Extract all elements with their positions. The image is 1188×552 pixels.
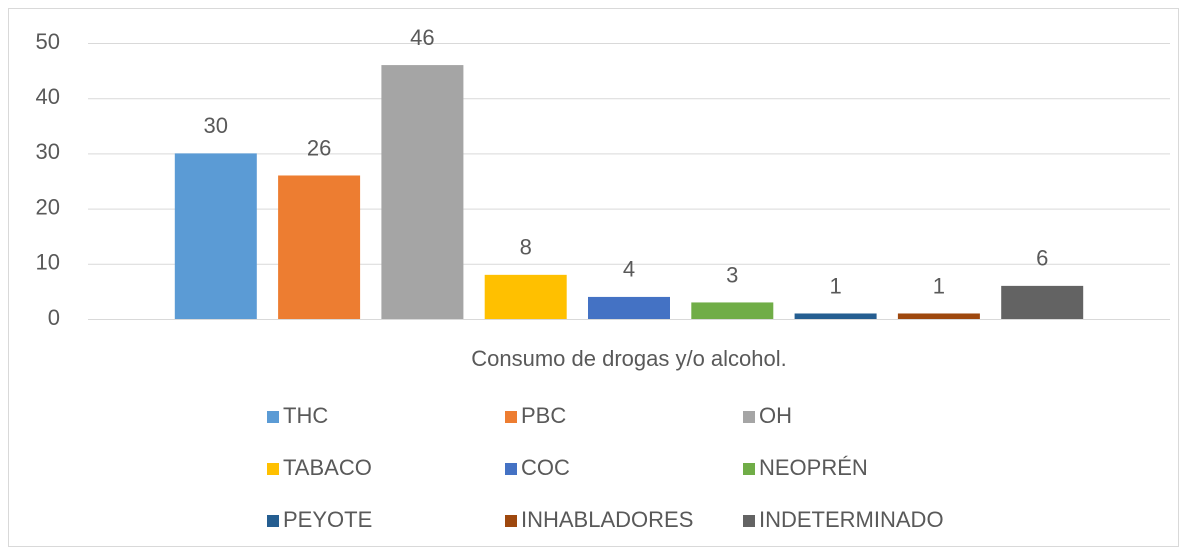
legend-label: NEOPRÉN (759, 455, 868, 480)
bar (588, 296, 670, 319)
legend-swatch (505, 515, 517, 527)
legend-swatch (743, 463, 755, 475)
bar (691, 302, 774, 319)
x-tick-label: Consumo de drogas y/o alcohol. (471, 346, 787, 371)
bar (174, 153, 257, 319)
data-label: 26 (307, 135, 331, 160)
legend-label: PEYOTE (283, 507, 372, 532)
data-label: 46 (410, 25, 434, 50)
bar (794, 313, 877, 319)
legend-label: OH (759, 403, 792, 428)
legend-label: INHABLADORES (521, 507, 693, 532)
data-label: 4 (623, 257, 635, 282)
legend-swatch (505, 463, 517, 475)
data-label: 30 (204, 113, 228, 138)
bar (381, 65, 464, 319)
y-tick-label: 0 (48, 305, 60, 330)
legend-label: TABACO (283, 455, 372, 480)
legend-label: INDETERMINADO (759, 507, 944, 532)
data-label: 1 (829, 273, 841, 298)
bar (897, 313, 980, 319)
data-label: 6 (1036, 246, 1048, 271)
bar (1001, 285, 1084, 319)
legend-swatch (505, 411, 517, 423)
data-label: 1 (933, 273, 945, 298)
legend-swatch (743, 515, 755, 527)
y-tick-label: 50 (36, 29, 60, 54)
legend-swatch (267, 411, 279, 423)
bar (484, 274, 567, 319)
y-tick-label: 20 (36, 194, 60, 219)
legend-label: THC (283, 403, 328, 428)
legend-swatch (267, 515, 279, 527)
data-label: 8 (520, 235, 532, 260)
bar (278, 175, 361, 319)
legend-swatch (267, 463, 279, 475)
legend-label: PBC (521, 403, 566, 428)
data-label: 3 (726, 262, 738, 287)
legend-swatch (743, 411, 755, 423)
legend-label: COC (521, 455, 570, 480)
y-tick-label: 10 (36, 250, 60, 275)
y-tick-label: 40 (36, 84, 60, 109)
y-tick-label: 30 (36, 139, 60, 164)
